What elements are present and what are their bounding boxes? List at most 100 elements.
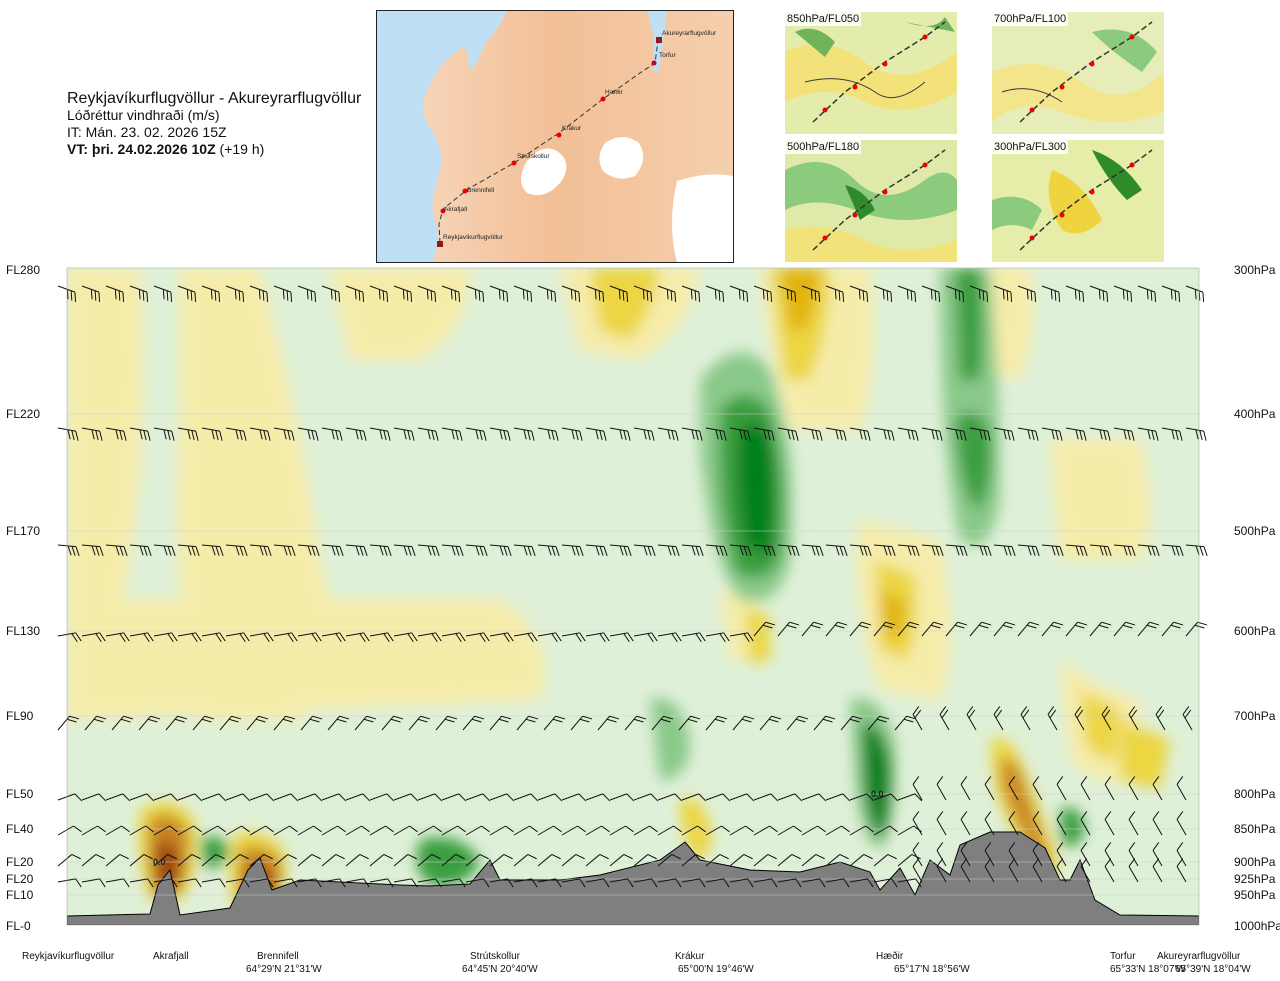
wind-barb [609, 825, 634, 836]
wind-barb [1056, 858, 1067, 883]
wind-barb [249, 632, 274, 643]
wind-barb [1185, 285, 1205, 303]
route-map: Akureyrarflugvöllur Torfur Hæðir Krákur … [376, 10, 734, 263]
wind-barb [801, 878, 826, 888]
y-tick-pressure: 1000hPa [1234, 919, 1280, 933]
wind-barb [489, 632, 514, 643]
wind-barb [105, 632, 130, 643]
wind-barb [105, 878, 130, 888]
wind-barb [1104, 858, 1115, 883]
y-tick-pressure: 850hPa [1234, 822, 1276, 836]
wind-barb [393, 427, 415, 441]
wind-barb [537, 825, 562, 836]
x-waypoint-name: Akureyrarflugvöllur [1157, 951, 1241, 962]
wind-barb [273, 715, 296, 731]
mini-map-850[interactable]: 850hPa/FL050 [785, 12, 957, 134]
waypoint-markers [437, 37, 662, 247]
wind-barb [966, 706, 977, 731]
wind-barb [873, 544, 896, 557]
wind-barb [960, 776, 971, 801]
wind-barb [1041, 285, 1061, 303]
wind-barb [939, 706, 950, 731]
wind-barb [894, 715, 917, 731]
wind-barb [993, 427, 1015, 441]
wind-barb [465, 853, 489, 867]
wind-barb [273, 853, 297, 867]
wind-barb [321, 427, 343, 441]
wind-barb [177, 544, 200, 557]
wind-barb [273, 793, 299, 802]
wind-barb [585, 878, 610, 888]
wind-barb [489, 715, 512, 731]
wind-barb [609, 878, 634, 888]
wind-barb [393, 285, 413, 303]
mini-map-300[interactable]: 300hPa/FL300 [992, 140, 1164, 262]
x-waypoint-coord: 65°00'N 19°46'W [678, 964, 754, 975]
wind-barb [1056, 842, 1067, 867]
wind-barb [657, 632, 682, 643]
wind-barb [81, 825, 106, 836]
wind-barb [801, 853, 825, 867]
wind-barb [81, 793, 107, 802]
wind-barb [729, 285, 749, 303]
wind-barb [57, 715, 80, 731]
wind-barb [921, 544, 944, 557]
wind-barb [129, 853, 153, 867]
wind-barb [369, 793, 395, 802]
wind-barb [561, 793, 587, 802]
wind-barb [111, 715, 134, 731]
wind-barb [435, 715, 458, 731]
wind-barb [84, 715, 107, 731]
wind-barb [417, 878, 442, 888]
route-title: Reykjavíkurflugvöllur - Akureyrarflugvöl… [67, 90, 362, 107]
wind-barb [441, 544, 464, 557]
wind-barb [489, 825, 514, 836]
wind-barb [597, 715, 620, 731]
wind-barb [273, 632, 298, 643]
wind-barb [945, 544, 968, 557]
glacier-vatnajokull [672, 174, 733, 262]
y-tick-fl: FL90 [6, 709, 34, 723]
wind-barb [321, 853, 345, 867]
wind-barb [873, 825, 898, 836]
wind-barb [81, 632, 106, 643]
terrain-profile [67, 831, 1199, 925]
wind-barb [153, 825, 178, 836]
wind-barb [633, 853, 657, 867]
waypoint-marker [600, 96, 606, 102]
wind-barb [1113, 285, 1133, 303]
mini-map-label: 850hPa/FL050 [785, 12, 862, 26]
wind-barb [936, 811, 947, 836]
wind-barb [57, 853, 81, 867]
wind-barb [561, 285, 581, 303]
gridlines [67, 413, 1199, 896]
wind-barb [297, 853, 321, 867]
wind-barb [1176, 858, 1187, 883]
x-waypoint-coord: 65°33'N 18°07'W [1110, 964, 1186, 975]
wind-barb [969, 544, 992, 557]
wind-barb [873, 621, 896, 637]
inline-value-label: 0.0 [153, 857, 166, 867]
wind-barb [177, 632, 202, 643]
mini-map-500[interactable]: 500hPa/FL180 [785, 140, 957, 262]
wind-barb [897, 793, 923, 802]
map-label-strutskollur: Strútskollur [517, 153, 550, 160]
wind-barb [729, 825, 754, 836]
wind-barb [417, 793, 443, 802]
wind-barb [1176, 776, 1187, 801]
wind-barb [585, 544, 608, 557]
wind-barb [81, 878, 106, 888]
wind-barbs [57, 285, 1208, 888]
heatmap-field [67, 268, 1199, 925]
mini-map-700[interactable]: 700hPa/FL100 [992, 12, 1164, 134]
wind-barb [867, 715, 890, 731]
wind-barb [1056, 776, 1067, 801]
wind-barb [777, 825, 802, 836]
wind-barb [513, 793, 539, 802]
wind-barb [81, 427, 103, 441]
wind-barb [777, 793, 803, 802]
wind-barb [345, 825, 370, 836]
map-label-akureyri: Akureyrarflugvöllur [662, 30, 717, 37]
wind-barb [327, 715, 350, 731]
